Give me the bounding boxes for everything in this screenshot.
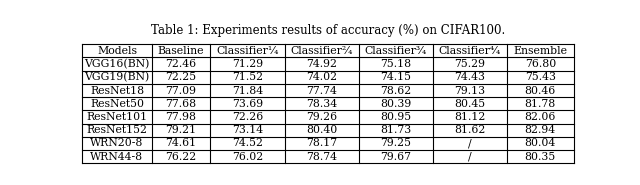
Text: /: / — [468, 152, 472, 162]
Text: 75.18: 75.18 — [380, 59, 412, 69]
Text: 71.84: 71.84 — [232, 85, 263, 95]
Text: ResNet101: ResNet101 — [86, 112, 148, 122]
Text: 79.26: 79.26 — [306, 112, 337, 122]
Text: 81.62: 81.62 — [454, 125, 486, 135]
Text: 75.29: 75.29 — [454, 59, 486, 69]
Text: 76.80: 76.80 — [525, 59, 556, 69]
Text: 76.02: 76.02 — [232, 152, 263, 162]
Text: 74.92: 74.92 — [306, 59, 337, 69]
Text: 80.39: 80.39 — [380, 99, 412, 109]
Text: 72.46: 72.46 — [165, 59, 196, 69]
Text: VGG16(BN): VGG16(BN) — [84, 59, 150, 69]
Text: ResNet50: ResNet50 — [90, 99, 144, 109]
Text: ResNet152: ResNet152 — [86, 125, 147, 135]
Text: 80.04: 80.04 — [525, 138, 556, 148]
Text: WRN44-8: WRN44-8 — [90, 152, 143, 162]
Text: Models: Models — [97, 46, 137, 56]
Text: ResNet18: ResNet18 — [90, 85, 144, 95]
Text: Classifier²⁄₄: Classifier²⁄₄ — [291, 46, 353, 56]
Text: Classifier⁴⁄₄: Classifier⁴⁄₄ — [439, 46, 501, 56]
Text: 80.35: 80.35 — [525, 152, 556, 162]
Text: Table 1: Experiments results of accuracy (%) on CIFAR100.: Table 1: Experiments results of accuracy… — [151, 24, 505, 37]
Text: 82.06: 82.06 — [525, 112, 556, 122]
Text: 80.40: 80.40 — [306, 125, 337, 135]
Text: 72.26: 72.26 — [232, 112, 263, 122]
Text: 76.22: 76.22 — [165, 152, 196, 162]
Text: /: / — [468, 138, 472, 148]
Text: 81.12: 81.12 — [454, 112, 486, 122]
Text: 74.52: 74.52 — [232, 138, 263, 148]
Text: 72.25: 72.25 — [165, 72, 196, 82]
Text: VGG19(BN): VGG19(BN) — [84, 72, 150, 83]
Text: 73.69: 73.69 — [232, 99, 263, 109]
Text: 74.61: 74.61 — [165, 138, 196, 148]
Text: 78.74: 78.74 — [306, 152, 337, 162]
Text: 77.74: 77.74 — [306, 85, 337, 95]
Text: 80.45: 80.45 — [454, 99, 486, 109]
Text: Classifier¹⁄₄: Classifier¹⁄₄ — [216, 46, 278, 56]
Text: 79.13: 79.13 — [454, 85, 486, 95]
Text: 78.17: 78.17 — [306, 138, 337, 148]
Text: 77.09: 77.09 — [166, 85, 196, 95]
Text: 79.67: 79.67 — [380, 152, 412, 162]
Text: 78.34: 78.34 — [306, 99, 337, 109]
Text: 80.46: 80.46 — [525, 85, 556, 95]
Text: 79.25: 79.25 — [380, 138, 412, 148]
Text: WRN20-8: WRN20-8 — [90, 138, 144, 148]
Text: 71.52: 71.52 — [232, 72, 263, 82]
Text: 80.95: 80.95 — [380, 112, 412, 122]
Text: 78.62: 78.62 — [380, 85, 412, 95]
Text: 74.43: 74.43 — [454, 72, 486, 82]
Text: 81.78: 81.78 — [525, 99, 556, 109]
Text: 74.15: 74.15 — [380, 72, 412, 82]
Text: Baseline: Baseline — [157, 46, 204, 56]
Text: 75.43: 75.43 — [525, 72, 556, 82]
Text: 82.94: 82.94 — [525, 125, 556, 135]
Text: 71.29: 71.29 — [232, 59, 263, 69]
Text: Classifier³⁄₄: Classifier³⁄₄ — [365, 46, 427, 56]
Text: 81.73: 81.73 — [380, 125, 412, 135]
Text: Ensemble: Ensemble — [513, 46, 567, 56]
Text: 74.02: 74.02 — [306, 72, 337, 82]
Text: 79.21: 79.21 — [165, 125, 196, 135]
Text: 73.14: 73.14 — [232, 125, 263, 135]
Text: 77.98: 77.98 — [166, 112, 196, 122]
Text: 77.68: 77.68 — [165, 99, 196, 109]
